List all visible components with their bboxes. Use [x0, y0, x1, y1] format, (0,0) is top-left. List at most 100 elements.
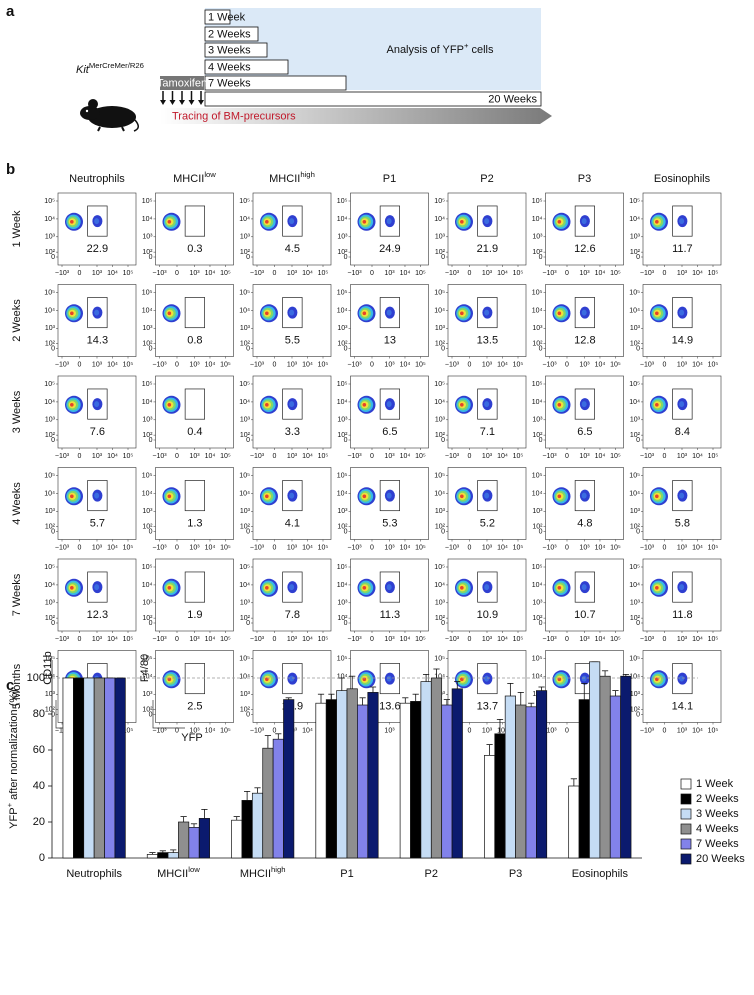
gate	[282, 480, 303, 512]
x-tick-label: 10⁵	[513, 453, 524, 460]
y-tick-label: 10⁵	[44, 289, 55, 296]
gate-percent: 13.7	[477, 701, 498, 713]
density-contour	[484, 675, 490, 682]
x-tick-label: −10³	[55, 270, 70, 277]
x-tick-label: 10⁴	[400, 544, 411, 551]
bar	[346, 688, 358, 859]
density-contour	[386, 309, 392, 316]
x-tick-label: 10³	[677, 727, 688, 734]
x-tick-label: 10⁴	[400, 453, 411, 460]
x-tick-label: −10³	[152, 453, 167, 460]
column-header: MHCIIlow	[173, 170, 216, 185]
bar	[494, 733, 506, 859]
x-tick-label: −10³	[542, 727, 557, 734]
y-tick-label: 100	[27, 672, 45, 684]
x-tick-label: 0	[370, 361, 374, 368]
x-tick-label: 10⁵	[610, 270, 621, 277]
x-tick-label: 10⁴	[497, 361, 508, 368]
bar	[609, 695, 621, 859]
x-tick-label: 0	[370, 636, 374, 643]
legend-swatch	[680, 838, 692, 850]
gate-percent: 5.8	[675, 518, 690, 530]
y-tick-label: 10⁵	[532, 472, 543, 479]
density-contour	[679, 401, 685, 408]
bar	[83, 677, 95, 859]
density-contour	[362, 311, 367, 316]
gate	[184, 297, 205, 329]
y-tick-label: 10⁴	[44, 490, 55, 497]
x-tick-label: 10⁴	[595, 544, 606, 551]
gate	[477, 388, 498, 420]
y-tick-label: 10³	[142, 508, 153, 515]
x-tick-label: 0	[78, 270, 82, 277]
y-tick-label: 10⁴	[142, 490, 153, 497]
y-tick-label: 10⁵	[532, 655, 543, 662]
y-tick-label: 10³	[240, 508, 251, 515]
y-tick-label: 10²	[630, 615, 641, 622]
density-contour	[557, 220, 562, 224]
density-contour	[289, 492, 295, 499]
y-tick-label: 10⁵	[629, 655, 640, 662]
x-tick-label: 10³	[384, 636, 395, 643]
text-part: P1	[340, 868, 353, 880]
density-contour	[386, 584, 392, 591]
y-tick-label: 10⁵	[532, 564, 543, 571]
gate-percent: 0.3	[187, 243, 202, 255]
density-contour	[386, 401, 392, 408]
y-tick-label: 10⁴	[142, 582, 153, 589]
y-tick-label: 10⁴	[532, 673, 543, 680]
y-tick-label: 0	[246, 620, 250, 627]
y-axis-label: F4/80	[139, 654, 151, 682]
density-contour	[265, 311, 269, 316]
timepoint-box	[204, 42, 268, 58]
x-tick-label: 10⁵	[708, 636, 719, 643]
y-tick-label: 10²	[240, 249, 251, 256]
y-tick-label: 10³	[435, 417, 446, 424]
y-tick-label: 40	[33, 780, 45, 792]
density-contour	[484, 492, 490, 499]
gate	[477, 571, 498, 603]
y-tick-label: 0	[51, 711, 55, 718]
x-tick-label: 0	[565, 453, 569, 460]
y-tick-label: 10²	[142, 340, 153, 347]
y-tick-label: 10⁴	[337, 673, 348, 680]
gate	[672, 388, 693, 420]
y-tick-label: 10³	[240, 600, 251, 607]
density-contour	[94, 584, 100, 591]
y-tick-label: 10³	[337, 325, 348, 332]
density-contour	[655, 494, 659, 499]
y-tick-label: 10⁴	[629, 490, 640, 497]
y-tick-label: 10⁴	[337, 307, 348, 314]
density-contour	[655, 586, 659, 590]
bar	[62, 677, 74, 859]
y-tick-label: 10⁴	[142, 673, 153, 680]
x-tick-label: 10⁴	[205, 636, 216, 643]
x-tick-label: 0	[273, 270, 277, 277]
x-tick-label: 10⁴	[302, 544, 313, 551]
x-tick-label: 10⁴	[302, 361, 313, 368]
density-contour	[655, 403, 659, 407]
y-tick-label: 0	[149, 711, 153, 718]
y-tick-label: 10²	[337, 523, 348, 530]
axis-indicator	[152, 700, 185, 729]
y-tick-label: 10³	[435, 234, 446, 241]
y-tick-label: 0	[149, 620, 153, 627]
y-tick-label: 10²	[630, 249, 641, 256]
x-tick-label: 10⁴	[400, 636, 411, 643]
superscript: high	[300, 170, 315, 179]
y-tick-label: 10²	[142, 615, 153, 622]
density-contour	[362, 403, 367, 407]
x-tick-label: 10⁵	[123, 544, 134, 551]
x-tick-label: 0	[468, 544, 472, 551]
y-tick-label: 10⁴	[532, 307, 543, 314]
column-header: Eosinophils	[654, 173, 711, 185]
gate-percent: 11.7	[672, 243, 693, 255]
y-tick-label: 10³	[435, 600, 446, 607]
gate	[184, 388, 205, 420]
y-tick-label: 10²	[435, 340, 446, 347]
gate-percent: 11.8	[672, 609, 693, 621]
x-tick-label: 10⁴	[692, 270, 703, 277]
text-part: P3	[509, 868, 522, 880]
density-contour	[581, 492, 587, 499]
